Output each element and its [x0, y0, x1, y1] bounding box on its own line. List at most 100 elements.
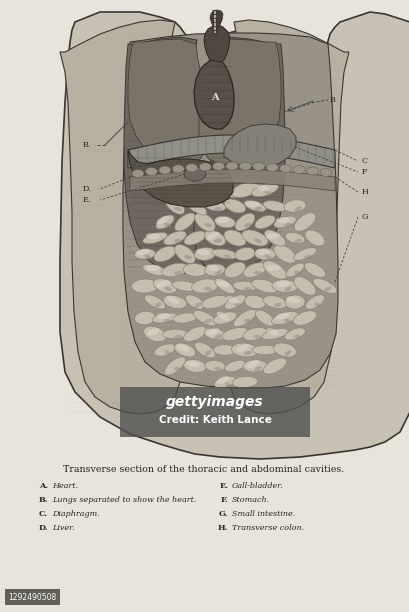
Ellipse shape	[153, 278, 177, 293]
Ellipse shape	[244, 319, 252, 323]
Text: C.: C.	[39, 510, 48, 518]
Ellipse shape	[174, 335, 182, 339]
Ellipse shape	[214, 239, 222, 243]
Ellipse shape	[225, 360, 245, 372]
Ellipse shape	[194, 248, 216, 260]
Ellipse shape	[164, 357, 186, 375]
Ellipse shape	[199, 163, 211, 171]
Ellipse shape	[204, 328, 226, 340]
Text: Transverse section of the thoracic and abdominal cavities.: Transverse section of the thoracic and a…	[63, 465, 345, 474]
Ellipse shape	[152, 313, 178, 323]
Ellipse shape	[234, 309, 256, 327]
Ellipse shape	[284, 223, 292, 227]
Ellipse shape	[174, 207, 182, 211]
Ellipse shape	[265, 254, 272, 259]
Ellipse shape	[263, 296, 287, 308]
Ellipse shape	[266, 233, 280, 239]
Ellipse shape	[162, 263, 188, 277]
Ellipse shape	[173, 313, 197, 323]
Text: Liver.: Liver.	[52, 524, 74, 532]
Ellipse shape	[244, 201, 266, 212]
Ellipse shape	[184, 326, 207, 341]
Ellipse shape	[187, 200, 199, 208]
Ellipse shape	[204, 223, 212, 227]
Ellipse shape	[154, 246, 176, 262]
Ellipse shape	[174, 239, 182, 243]
Ellipse shape	[242, 230, 268, 246]
Ellipse shape	[159, 166, 171, 174]
Ellipse shape	[225, 255, 231, 259]
Ellipse shape	[175, 245, 196, 263]
Ellipse shape	[262, 329, 288, 340]
Ellipse shape	[306, 295, 325, 309]
Ellipse shape	[214, 207, 222, 211]
Ellipse shape	[204, 350, 211, 356]
Ellipse shape	[202, 296, 228, 308]
Ellipse shape	[174, 367, 182, 371]
Text: Diaphragm.: Diaphragm.	[52, 510, 100, 518]
Ellipse shape	[293, 166, 305, 174]
Ellipse shape	[216, 217, 230, 223]
Ellipse shape	[227, 296, 240, 304]
Ellipse shape	[166, 198, 184, 214]
FancyBboxPatch shape	[120, 387, 310, 437]
Ellipse shape	[293, 248, 317, 260]
Ellipse shape	[144, 326, 166, 341]
Ellipse shape	[226, 162, 238, 170]
Ellipse shape	[243, 327, 267, 340]
Ellipse shape	[233, 281, 257, 291]
Ellipse shape	[234, 303, 242, 307]
Ellipse shape	[286, 296, 300, 304]
Ellipse shape	[132, 170, 144, 177]
Ellipse shape	[217, 312, 229, 320]
Ellipse shape	[176, 344, 190, 352]
Ellipse shape	[246, 201, 260, 207]
Ellipse shape	[172, 165, 184, 173]
Ellipse shape	[225, 295, 245, 309]
Ellipse shape	[244, 351, 252, 355]
Text: H.: H.	[218, 524, 228, 532]
Ellipse shape	[204, 264, 225, 276]
Ellipse shape	[184, 255, 192, 259]
Ellipse shape	[294, 206, 301, 212]
Ellipse shape	[224, 191, 232, 195]
Ellipse shape	[207, 232, 220, 240]
Ellipse shape	[224, 199, 246, 213]
Text: E.: E.	[219, 482, 228, 490]
Ellipse shape	[235, 247, 255, 261]
Polygon shape	[124, 37, 215, 274]
Text: E.: E.	[83, 196, 91, 204]
Ellipse shape	[253, 163, 265, 171]
Ellipse shape	[213, 249, 238, 259]
Ellipse shape	[307, 167, 319, 175]
Ellipse shape	[157, 216, 169, 224]
Text: Stomach.: Stomach.	[232, 496, 270, 504]
Ellipse shape	[204, 287, 212, 291]
Polygon shape	[194, 58, 234, 129]
Text: gettyimages: gettyimages	[166, 395, 264, 409]
Text: H: H	[362, 188, 369, 196]
Ellipse shape	[256, 249, 270, 255]
Ellipse shape	[174, 343, 196, 357]
Ellipse shape	[206, 264, 220, 272]
Ellipse shape	[265, 230, 285, 246]
Ellipse shape	[266, 328, 280, 336]
Ellipse shape	[276, 217, 290, 223]
Polygon shape	[210, 10, 223, 29]
Ellipse shape	[254, 248, 276, 260]
Ellipse shape	[184, 167, 206, 181]
Ellipse shape	[244, 223, 252, 227]
Ellipse shape	[245, 295, 265, 309]
Ellipse shape	[284, 319, 292, 323]
Ellipse shape	[252, 279, 278, 293]
Ellipse shape	[183, 197, 207, 215]
Ellipse shape	[213, 345, 237, 356]
Ellipse shape	[215, 278, 235, 294]
Ellipse shape	[324, 286, 332, 291]
Ellipse shape	[276, 281, 290, 287]
Polygon shape	[130, 169, 335, 191]
Ellipse shape	[274, 343, 297, 357]
Ellipse shape	[244, 287, 252, 291]
Ellipse shape	[164, 319, 172, 323]
Polygon shape	[60, 12, 409, 459]
